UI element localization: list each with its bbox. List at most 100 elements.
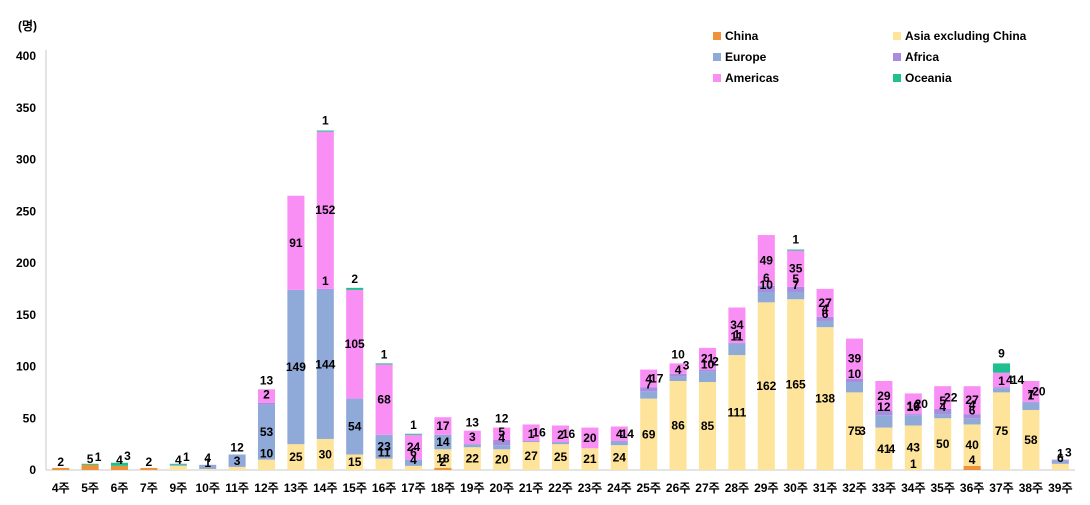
bar-segment-americas bbox=[610, 426, 628, 442]
bar-segment-oceania bbox=[81, 463, 99, 465]
data-label: 6 bbox=[763, 271, 770, 285]
data-label: 10 bbox=[760, 278, 774, 292]
bar-segment-europe bbox=[992, 388, 1011, 393]
data-label: 105 bbox=[345, 337, 365, 351]
data-label: 4 bbox=[645, 372, 652, 386]
data-label: 2 bbox=[146, 455, 153, 469]
data-label: 21 bbox=[701, 352, 715, 366]
bar-segment-americas bbox=[875, 380, 893, 412]
data-label: 138 bbox=[815, 392, 835, 406]
bar-segment-asia-excluding-china bbox=[845, 392, 864, 470]
bar-segment-europe bbox=[257, 404, 276, 460]
bar-segment-oceania bbox=[787, 249, 805, 251]
data-label: 14 bbox=[621, 427, 635, 441]
data-label: 15 bbox=[348, 455, 362, 469]
data-label: 12 bbox=[495, 412, 509, 426]
data-label: 149 bbox=[286, 360, 306, 374]
bar-segment-europe bbox=[287, 289, 305, 445]
data-label: 23 bbox=[377, 440, 391, 454]
data-label: 10 bbox=[907, 399, 921, 413]
data-label: 4 bbox=[498, 431, 505, 445]
bar-segment-asia-excluding-china bbox=[346, 454, 364, 470]
data-label: 91 bbox=[289, 236, 303, 250]
y-tick-label: 150 bbox=[16, 308, 36, 322]
bar-segment-americas bbox=[992, 372, 1011, 388]
data-label: 1 bbox=[792, 233, 799, 247]
data-label: 5 bbox=[87, 452, 94, 466]
bar-segment-europe bbox=[404, 459, 423, 466]
bar-segment-asia-excluding-china bbox=[316, 438, 334, 470]
bar-segment-europe bbox=[963, 418, 981, 425]
bar-segment-asia-excluding-china bbox=[581, 448, 599, 470]
bar-segment-asia-excluding-china bbox=[669, 380, 687, 470]
bar-segment-americas bbox=[581, 427, 599, 449]
y-tick-label: 350 bbox=[16, 101, 36, 115]
x-tick-label: 19주 bbox=[460, 481, 484, 495]
bar-stacks bbox=[52, 130, 1069, 470]
data-label: 29 bbox=[877, 389, 891, 403]
bar-segment-americas bbox=[257, 389, 276, 403]
legend-label: Oceania bbox=[905, 71, 952, 85]
data-label: 7 bbox=[792, 278, 799, 292]
x-tick-label: 12주 bbox=[254, 481, 278, 495]
x-tick-label: 7주 bbox=[140, 481, 158, 495]
data-label: 144 bbox=[315, 357, 335, 371]
bar-segment-europe bbox=[934, 414, 952, 419]
bar-segment-europe bbox=[1051, 460, 1069, 464]
data-label: 22 bbox=[944, 391, 958, 405]
data-label: 6 bbox=[822, 307, 829, 321]
data-label: 16 bbox=[562, 427, 576, 441]
data-label: 10 bbox=[907, 400, 921, 414]
legend-swatch bbox=[893, 32, 901, 40]
data-label: 4 bbox=[969, 453, 976, 467]
x-tick-label: 13주 bbox=[284, 481, 308, 495]
y-tick-label: 300 bbox=[16, 153, 36, 167]
x-tick-label: 10주 bbox=[196, 481, 220, 495]
y-tick-label: 400 bbox=[16, 49, 36, 63]
bar-segment-europe bbox=[845, 382, 864, 393]
x-tick-label: 29주 bbox=[754, 481, 778, 495]
x-tick-label: 18주 bbox=[431, 481, 455, 495]
data-label: 58 bbox=[1024, 433, 1038, 447]
data-label: 43 bbox=[907, 441, 921, 455]
data-label: 1 bbox=[183, 450, 190, 464]
data-label: 12 bbox=[877, 400, 891, 414]
bar-segment-europe bbox=[610, 441, 628, 446]
bar-segment-asia-excluding-china bbox=[610, 445, 628, 470]
bar-segment-americas bbox=[845, 338, 864, 379]
data-label: 27 bbox=[524, 449, 538, 463]
y-tick-label: 0 bbox=[29, 463, 36, 477]
legend-swatch bbox=[713, 53, 721, 61]
bar-segment-asia-excluding-china bbox=[757, 302, 775, 470]
bar-segment-europe bbox=[434, 434, 452, 450]
data-label: 1 bbox=[1028, 389, 1035, 403]
data-label: 40 bbox=[965, 438, 979, 452]
data-label: 30 bbox=[319, 447, 333, 461]
legend-label: Africa bbox=[905, 50, 939, 64]
data-label: 25 bbox=[289, 450, 303, 464]
legend-swatch bbox=[893, 74, 901, 82]
data-label: 25 bbox=[554, 450, 568, 464]
data-label: 21 bbox=[583, 452, 597, 466]
data-label: 75 bbox=[995, 424, 1009, 438]
legend: China Asia excluding China Europe Africa Ame… bbox=[713, 29, 1027, 85]
bar-segment-africa bbox=[934, 408, 952, 415]
bar-segment-oceania bbox=[346, 287, 364, 290]
bar-segment-oceania bbox=[404, 433, 423, 435]
data-label: 41 bbox=[877, 442, 891, 456]
data-label: 1 bbox=[1057, 447, 1064, 461]
bar-segment-europe bbox=[199, 464, 217, 469]
data-label: 4 bbox=[675, 363, 682, 377]
x-tick-label: 23주 bbox=[578, 481, 602, 495]
bar-segment-europe bbox=[551, 442, 570, 445]
data-label: 1 bbox=[998, 374, 1005, 388]
x-axis: 4주 5주 6주 7주 9주 10주 11주 12주 13주 14주 15주 16주 17주 18주 19주… bbox=[46, 469, 1075, 495]
data-label: 20 bbox=[495, 453, 509, 467]
data-label: 1 bbox=[95, 450, 102, 464]
bar-segment-africa bbox=[904, 414, 922, 416]
bar-segment-americas bbox=[669, 363, 687, 374]
bar-segment-africa bbox=[1051, 459, 1069, 461]
data-label: 17 bbox=[436, 419, 450, 433]
x-tick-label: 30주 bbox=[784, 481, 808, 495]
